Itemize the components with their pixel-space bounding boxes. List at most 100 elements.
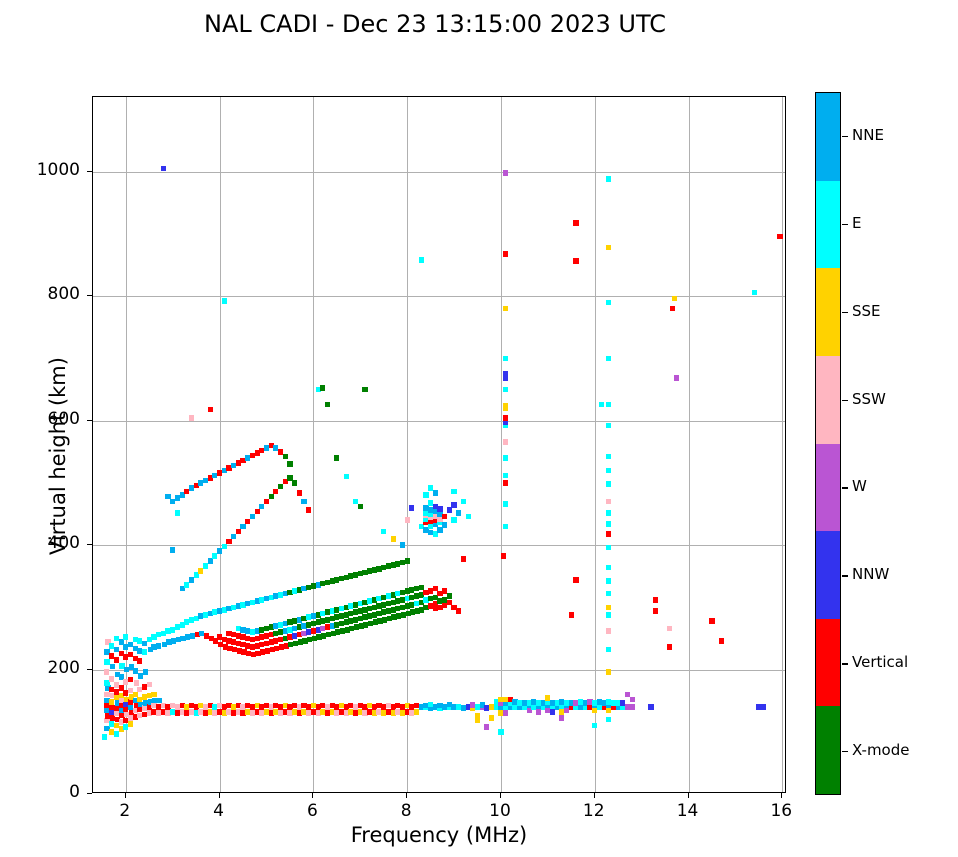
data-point: [428, 499, 434, 506]
colorbar-segment-sse[interactable]: [816, 268, 840, 356]
colorbar-segment-nne[interactable]: [816, 93, 840, 181]
data-point: [226, 538, 232, 545]
data-point: [517, 700, 523, 706]
data-point: [287, 710, 293, 716]
data-point: [428, 588, 434, 594]
data-point: [629, 696, 635, 703]
data-point: [573, 258, 579, 265]
data-point: [545, 699, 551, 705]
colorbar-segment-e[interactable]: [816, 180, 840, 269]
data-point: [404, 709, 410, 715]
data-point: [610, 700, 617, 706]
colorbar-segment-w[interactable]: [816, 443, 840, 532]
data-point: [277, 704, 284, 710]
data-point: [395, 598, 401, 604]
colorbar-label-vertical: Vertical: [852, 653, 909, 672]
data-point: [165, 628, 171, 634]
data-point: [189, 633, 195, 639]
colorbar-label-e: E: [852, 213, 862, 232]
data-point: [451, 502, 457, 509]
data-point: [512, 704, 518, 710]
data-point: [202, 704, 209, 710]
data-point: [310, 613, 316, 619]
colorbar-segment-vertical[interactable]: [816, 618, 840, 707]
colorbar-segment-x-mode[interactable]: [816, 706, 840, 794]
data-point: [287, 619, 293, 626]
data-point: [367, 605, 373, 612]
colorbar-segment-ssw[interactable]: [816, 355, 840, 444]
data-point: [217, 702, 223, 709]
data-point: [184, 488, 190, 495]
data-point: [157, 697, 163, 704]
data-point: [249, 629, 255, 635]
data-point: [599, 401, 605, 408]
data-point: [559, 715, 565, 721]
data-point: [409, 594, 415, 601]
data-point: [269, 646, 275, 653]
colorbar-label-ssw: SSW: [852, 389, 886, 408]
data-point: [582, 704, 588, 710]
data-point: [432, 503, 438, 510]
data-point: [245, 518, 251, 525]
data-point: [104, 691, 110, 698]
data-point: [132, 707, 138, 714]
data-point: [240, 704, 246, 710]
data-point: [606, 646, 612, 653]
data-point: [142, 669, 149, 675]
data-point: [132, 645, 138, 652]
data-point: [273, 623, 279, 629]
data-point: [760, 704, 767, 710]
gridline-horizontal: [93, 171, 785, 173]
data-point: [343, 704, 349, 710]
data-point: [489, 704, 495, 710]
data-point: [334, 577, 340, 583]
colorbar[interactable]: [815, 92, 841, 795]
data-point: [199, 630, 205, 637]
data-point: [367, 598, 373, 604]
data-point: [371, 611, 377, 618]
data-point: [212, 704, 218, 710]
data-point: [437, 516, 443, 522]
data-point: [606, 564, 612, 571]
data-point: [554, 704, 560, 710]
data-point: [568, 704, 574, 710]
data-point: [357, 615, 363, 622]
data-point: [263, 709, 270, 715]
data-point: [282, 635, 288, 642]
data-point: [282, 628, 288, 634]
data-point: [151, 702, 157, 709]
data-point: [432, 513, 438, 520]
data-point: [137, 706, 143, 713]
data-point: [568, 700, 574, 706]
data-point: [156, 643, 162, 649]
data-point: [451, 704, 457, 710]
data-point: [202, 477, 209, 484]
data-point: [179, 492, 185, 499]
colorbar-tick: [842, 487, 848, 489]
data-point: [559, 699, 565, 705]
data-point: [446, 507, 452, 513]
data-point: [432, 600, 438, 607]
data-point: [324, 704, 331, 710]
data-point: [151, 691, 157, 698]
data-point: [259, 641, 265, 648]
gridline-vertical: [782, 97, 784, 792]
x-axis-label: Frequency (MHz): [350, 823, 528, 847]
y-tick: [87, 544, 92, 546]
data-point: [277, 592, 284, 598]
data-point: [221, 704, 227, 710]
data-point: [606, 244, 612, 251]
data-point: [114, 671, 120, 678]
data-point: [142, 694, 148, 700]
data-point: [353, 616, 359, 623]
data-point: [554, 700, 560, 706]
data-point: [606, 509, 612, 516]
data-point: [301, 585, 307, 592]
data-point: [240, 523, 246, 530]
colorbar-segment-nnw[interactable]: [816, 531, 840, 619]
data-point: [273, 593, 279, 599]
data-point: [198, 613, 204, 619]
data-point: [118, 650, 124, 657]
data-point: [503, 455, 509, 461]
data-point: [127, 676, 134, 683]
